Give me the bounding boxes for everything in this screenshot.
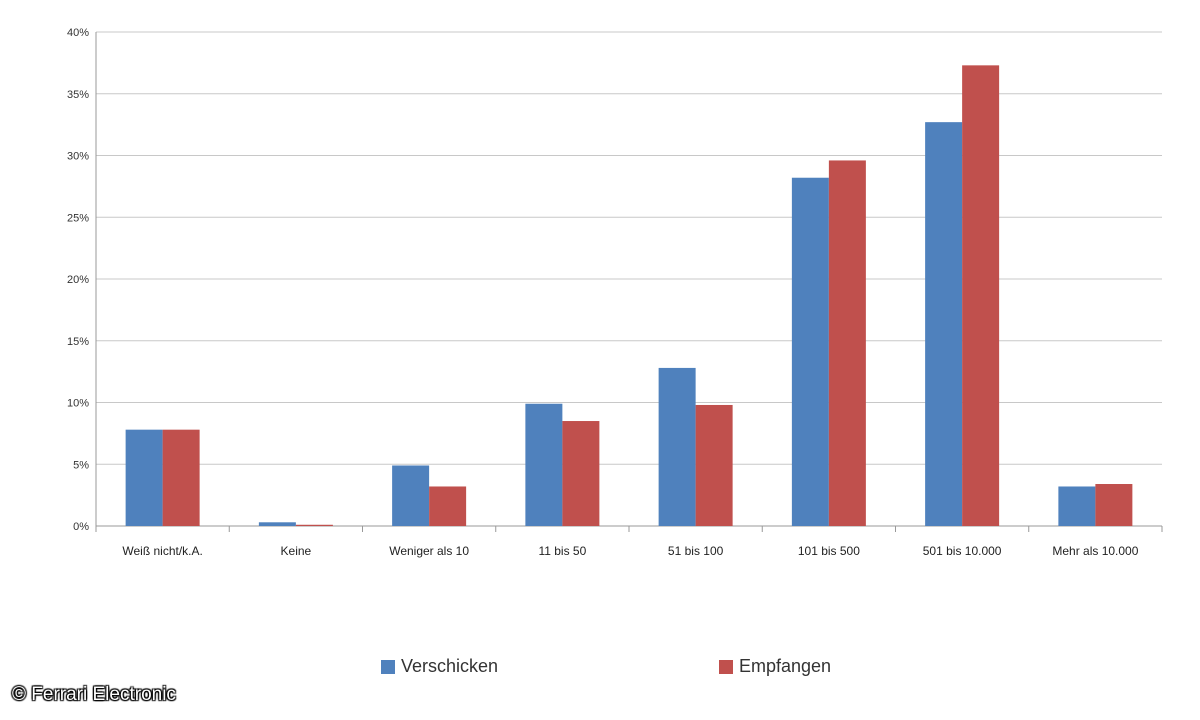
bar-verschicken [791, 177, 829, 527]
y-tick-label: 0% [73, 521, 89, 533]
bar-chart: 0% 5% 10% 15% 20% 25% 30% 35% 40% Weiß nicht/k.A.… [67, 27, 1163, 558]
copyright-watermark: © Ferrari Electronic [12, 684, 176, 705]
bar-empfangen [695, 404, 733, 526]
x-category-label: Keine [281, 544, 312, 558]
x-category-label: Mehr als 10.000 [1052, 544, 1138, 558]
legend-label-verschicken: Verschicken [401, 656, 499, 676]
bar-verschicken [925, 122, 963, 526]
y-tick-label: 15% [67, 336, 89, 348]
legend-swatch-verschicken [381, 659, 395, 674]
bar-empfangen [429, 486, 467, 526]
bar-empfangen [1095, 484, 1133, 526]
legend-item-empfangen: Empfangen [719, 656, 831, 677]
legend: Verschicken Empfangen [0, 656, 1200, 686]
x-category-label: 51 bis 100 [668, 544, 724, 558]
bar-empfangen [295, 524, 333, 526]
x-category-label: 11 bis 50 [538, 544, 586, 558]
bar-empfangen [962, 65, 1000, 526]
bar-verschicken [525, 403, 563, 526]
x-category-label: 501 bis 10.000 [923, 544, 1002, 558]
bar-empfangen [828, 160, 866, 526]
y-tick-label: 35% [67, 89, 89, 101]
legend-swatch-empfangen [719, 659, 733, 674]
y-tick-label: 30% [67, 151, 89, 163]
y-tick-label: 40% [67, 27, 89, 39]
legend-label-empfangen: Empfangen [739, 656, 832, 676]
bar-verschicken [392, 465, 430, 526]
y-tick-label: 20% [67, 274, 89, 286]
bar-verschicken [258, 522, 296, 526]
x-category-label: Weiß nicht/k.A. [122, 544, 202, 558]
x-category-label: Weniger als 10 [389, 544, 469, 558]
bar-empfangen [162, 429, 200, 526]
y-tick-label: 10% [67, 398, 89, 410]
bar-verschicken [125, 429, 163, 526]
x-category-label: 101 bis 500 [798, 544, 860, 558]
bar-empfangen [562, 421, 600, 526]
bar-verschicken [1058, 486, 1096, 526]
y-tick-label: 25% [67, 212, 89, 224]
y-tick-label: 5% [73, 459, 89, 471]
legend-item-verschicken: Verschicken [381, 656, 498, 677]
bar-verschicken [658, 367, 696, 526]
